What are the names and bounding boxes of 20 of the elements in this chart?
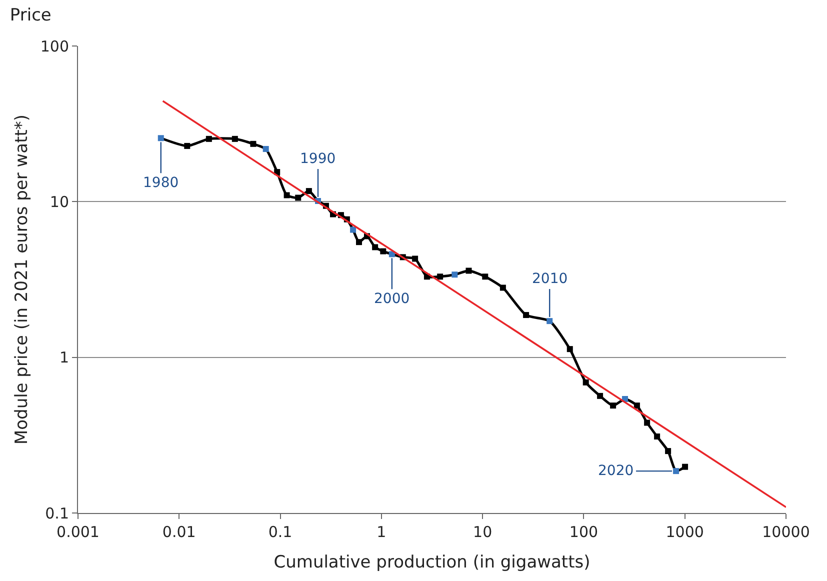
x-tick-label: 1000 xyxy=(666,523,704,541)
y-tick-label: 0.1 xyxy=(45,504,69,522)
annotation: 2010 xyxy=(532,271,568,287)
x-tick-label: 0.01 xyxy=(162,523,196,541)
annotation: 1980 xyxy=(143,175,179,191)
annotation: 2000 xyxy=(374,291,410,307)
annotation: 1990 xyxy=(300,151,336,167)
chart-title: Price xyxy=(10,6,52,26)
y-tick-label: 100 xyxy=(40,37,69,56)
x-tick-label: 0.1 xyxy=(268,523,292,541)
annotation: 2020 xyxy=(598,463,634,479)
y-tick-label: 10 xyxy=(50,192,69,211)
x-tick-label: 0.001 xyxy=(56,523,100,541)
y-axis-title: Module price (in 2021 euros per watt*) xyxy=(12,114,32,445)
x-tick-label: 10000 xyxy=(762,523,810,541)
x-tick-label: 1 xyxy=(376,523,386,541)
x-axis-title: Cumulative production (in gigawatts) xyxy=(274,552,590,572)
x-tick-label: 100 xyxy=(569,523,598,541)
y-tick-label: 1 xyxy=(59,348,69,367)
x-tick-label: 10 xyxy=(473,523,492,541)
